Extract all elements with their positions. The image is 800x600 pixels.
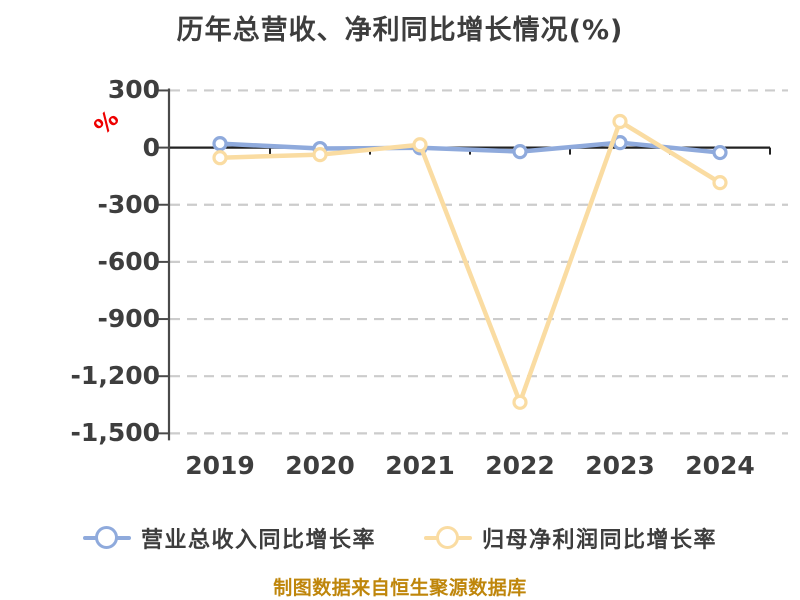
x-axis-tick-label: 2021 <box>385 451 455 480</box>
legend-item-revenue: 营业总收入同比增长率 <box>82 522 376 554</box>
legend-circle-swatch <box>436 526 459 549</box>
line-circle-marker-icon <box>424 525 472 551</box>
y-axis-tick-label: -900 <box>97 304 160 334</box>
x-axis-tick-label: 2020 <box>285 451 355 480</box>
data-point-marker <box>412 137 428 153</box>
data-point-marker <box>612 113 628 130</box>
series-line-net-profit <box>217 119 723 405</box>
y-axis-tick-label: -1,500 <box>70 418 160 448</box>
y-axis-tick-label: 300 <box>107 75 160 105</box>
y-axis-tick-label: -600 <box>97 246 160 276</box>
legend-label-revenue: 营业总收入同比增长率 <box>140 528 376 553</box>
y-axis-tick-label: -300 <box>97 189 160 219</box>
y-axis-tick-label: 0 <box>142 132 160 162</box>
x-axis-tick-label: 2023 <box>585 451 655 480</box>
legend-label-net-profit: 归母净利润同比增长率 <box>482 528 718 553</box>
source-note: 制图数据来自恒生聚源数据库 <box>273 577 527 599</box>
x-axis-tick-label: 2024 <box>685 451 755 480</box>
series-line-revenue <box>217 140 723 155</box>
y-axis-tick-label: -1,200 <box>70 361 160 391</box>
chart-title: 历年总营收、净利同比增长情况(%) <box>176 15 624 46</box>
x-axis-tick-label: 2019 <box>185 451 255 480</box>
data-point-marker <box>712 175 728 191</box>
data-point-marker <box>212 135 228 152</box>
data-point-marker <box>512 394 528 410</box>
x-axis-tick-label: 2022 <box>485 451 555 480</box>
legend-item-net-profit: 归母净利润同比增长率 <box>424 522 717 554</box>
legend: 营业总收入同比增长率 归母净利润同比增长率 <box>0 518 800 558</box>
line-circle-marker-icon <box>82 525 131 551</box>
data-point-marker <box>312 147 328 163</box>
data-point-marker <box>212 150 228 166</box>
data-point-marker <box>712 144 728 161</box>
legend-circle-swatch <box>94 526 118 549</box>
data-point-marker <box>512 144 528 160</box>
